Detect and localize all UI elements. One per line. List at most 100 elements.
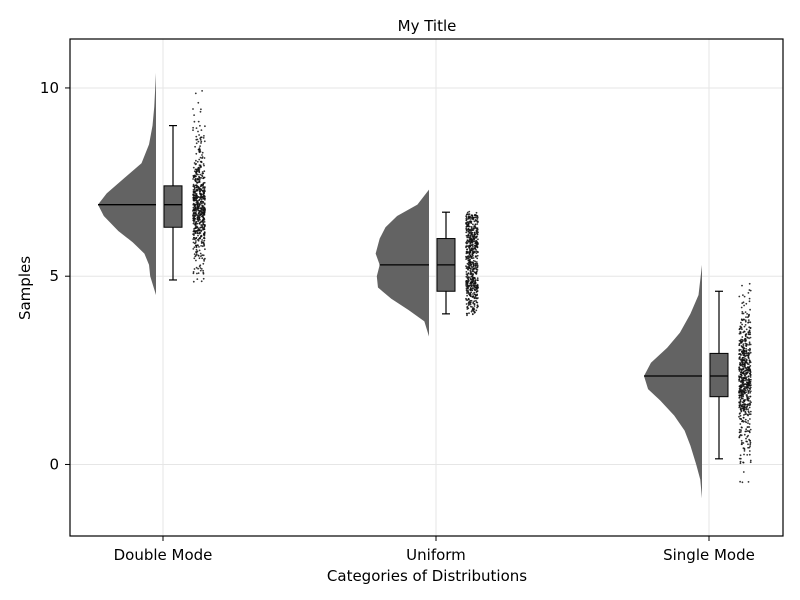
rain-point <box>747 420 749 422</box>
rain-point <box>472 245 474 248</box>
rain-point <box>746 313 748 315</box>
rain-point <box>746 336 749 339</box>
rain-point <box>193 197 196 199</box>
rain-point <box>465 297 467 300</box>
rain-point <box>197 140 200 143</box>
rain-point <box>465 292 468 294</box>
rain-point <box>473 303 476 306</box>
rain-point <box>738 385 741 388</box>
rain-point <box>749 347 751 350</box>
rain-point <box>200 160 203 163</box>
rain-point <box>739 412 741 414</box>
rain-point <box>475 237 477 239</box>
rain-point <box>196 244 199 247</box>
rain-point <box>469 303 472 306</box>
rain-point <box>476 265 479 268</box>
rain-point <box>474 286 476 288</box>
rain-point <box>472 293 474 295</box>
x-tick-label: Single Mode <box>663 546 755 564</box>
rain-point <box>201 151 204 154</box>
rain-point <box>748 426 751 428</box>
rain-point <box>465 271 468 273</box>
rain-point <box>195 266 198 269</box>
rain-point <box>472 295 474 298</box>
rain-point <box>475 239 478 242</box>
rain-point <box>741 370 743 372</box>
rain-point <box>748 411 750 414</box>
rain-point <box>743 295 746 298</box>
rain-point <box>749 331 751 334</box>
rain-point <box>192 219 195 222</box>
rain-point <box>202 254 205 257</box>
rain-point <box>746 389 749 391</box>
rain-point <box>748 450 751 452</box>
rain-point <box>195 253 198 256</box>
rain-point <box>738 349 741 352</box>
rain-point <box>747 392 750 394</box>
rain-point <box>745 413 747 415</box>
x-tick-label: Uniform <box>406 546 466 564</box>
rain-point <box>748 343 751 345</box>
rain-point <box>744 418 747 421</box>
rain-point <box>468 222 470 225</box>
rain-point <box>192 193 195 196</box>
rain-point <box>749 410 752 413</box>
rain-point <box>196 196 199 199</box>
rain-point <box>748 297 751 300</box>
rain-point <box>467 227 470 230</box>
rain-point <box>192 248 195 250</box>
rain-point <box>476 301 479 304</box>
rain-point <box>738 390 741 393</box>
rain-point <box>198 181 201 184</box>
rain-point <box>201 201 204 203</box>
rain-point <box>193 221 195 223</box>
rain-point <box>467 297 470 300</box>
rain-point <box>197 179 199 181</box>
rain-point <box>198 249 201 252</box>
rain-point <box>471 233 474 236</box>
rain-point <box>738 366 741 368</box>
rain-point <box>200 142 202 144</box>
rain-point <box>192 183 195 186</box>
rain-point <box>196 214 199 217</box>
rain-point <box>203 260 206 262</box>
rain-point <box>747 422 749 424</box>
rain-point <box>203 157 206 159</box>
rain-point <box>745 391 747 394</box>
rain-point <box>197 229 200 231</box>
rain-point <box>473 267 476 270</box>
rain-point <box>740 405 743 408</box>
rain-point <box>738 404 741 407</box>
rain-point <box>472 301 475 304</box>
rain-point <box>200 129 203 132</box>
rain-point <box>199 124 201 127</box>
rain-point <box>472 267 475 270</box>
rain-point <box>476 297 478 300</box>
rain-point <box>200 234 203 237</box>
rain-point <box>468 229 471 232</box>
rain-point <box>744 376 746 378</box>
rain-point <box>193 120 196 123</box>
rain-point <box>738 401 741 404</box>
rain-point <box>748 382 751 384</box>
rain-point <box>465 246 467 249</box>
rain-point <box>740 319 743 321</box>
rain-point <box>192 238 195 241</box>
rain-point <box>469 292 471 294</box>
rain-point <box>470 232 473 235</box>
rain-point <box>474 295 477 298</box>
rain-point <box>471 281 474 284</box>
rain-point <box>193 170 196 173</box>
rain-point <box>472 243 474 246</box>
rain-point <box>739 348 742 351</box>
rain-point <box>203 228 206 231</box>
rain-point <box>746 430 749 432</box>
rain-point <box>475 229 478 232</box>
rain-point <box>469 264 472 266</box>
rain-point <box>204 248 206 251</box>
rain-point <box>200 280 203 283</box>
rain-point <box>198 175 200 178</box>
rain-point <box>467 259 470 262</box>
rain-point <box>468 266 471 268</box>
rain-point <box>745 343 748 345</box>
